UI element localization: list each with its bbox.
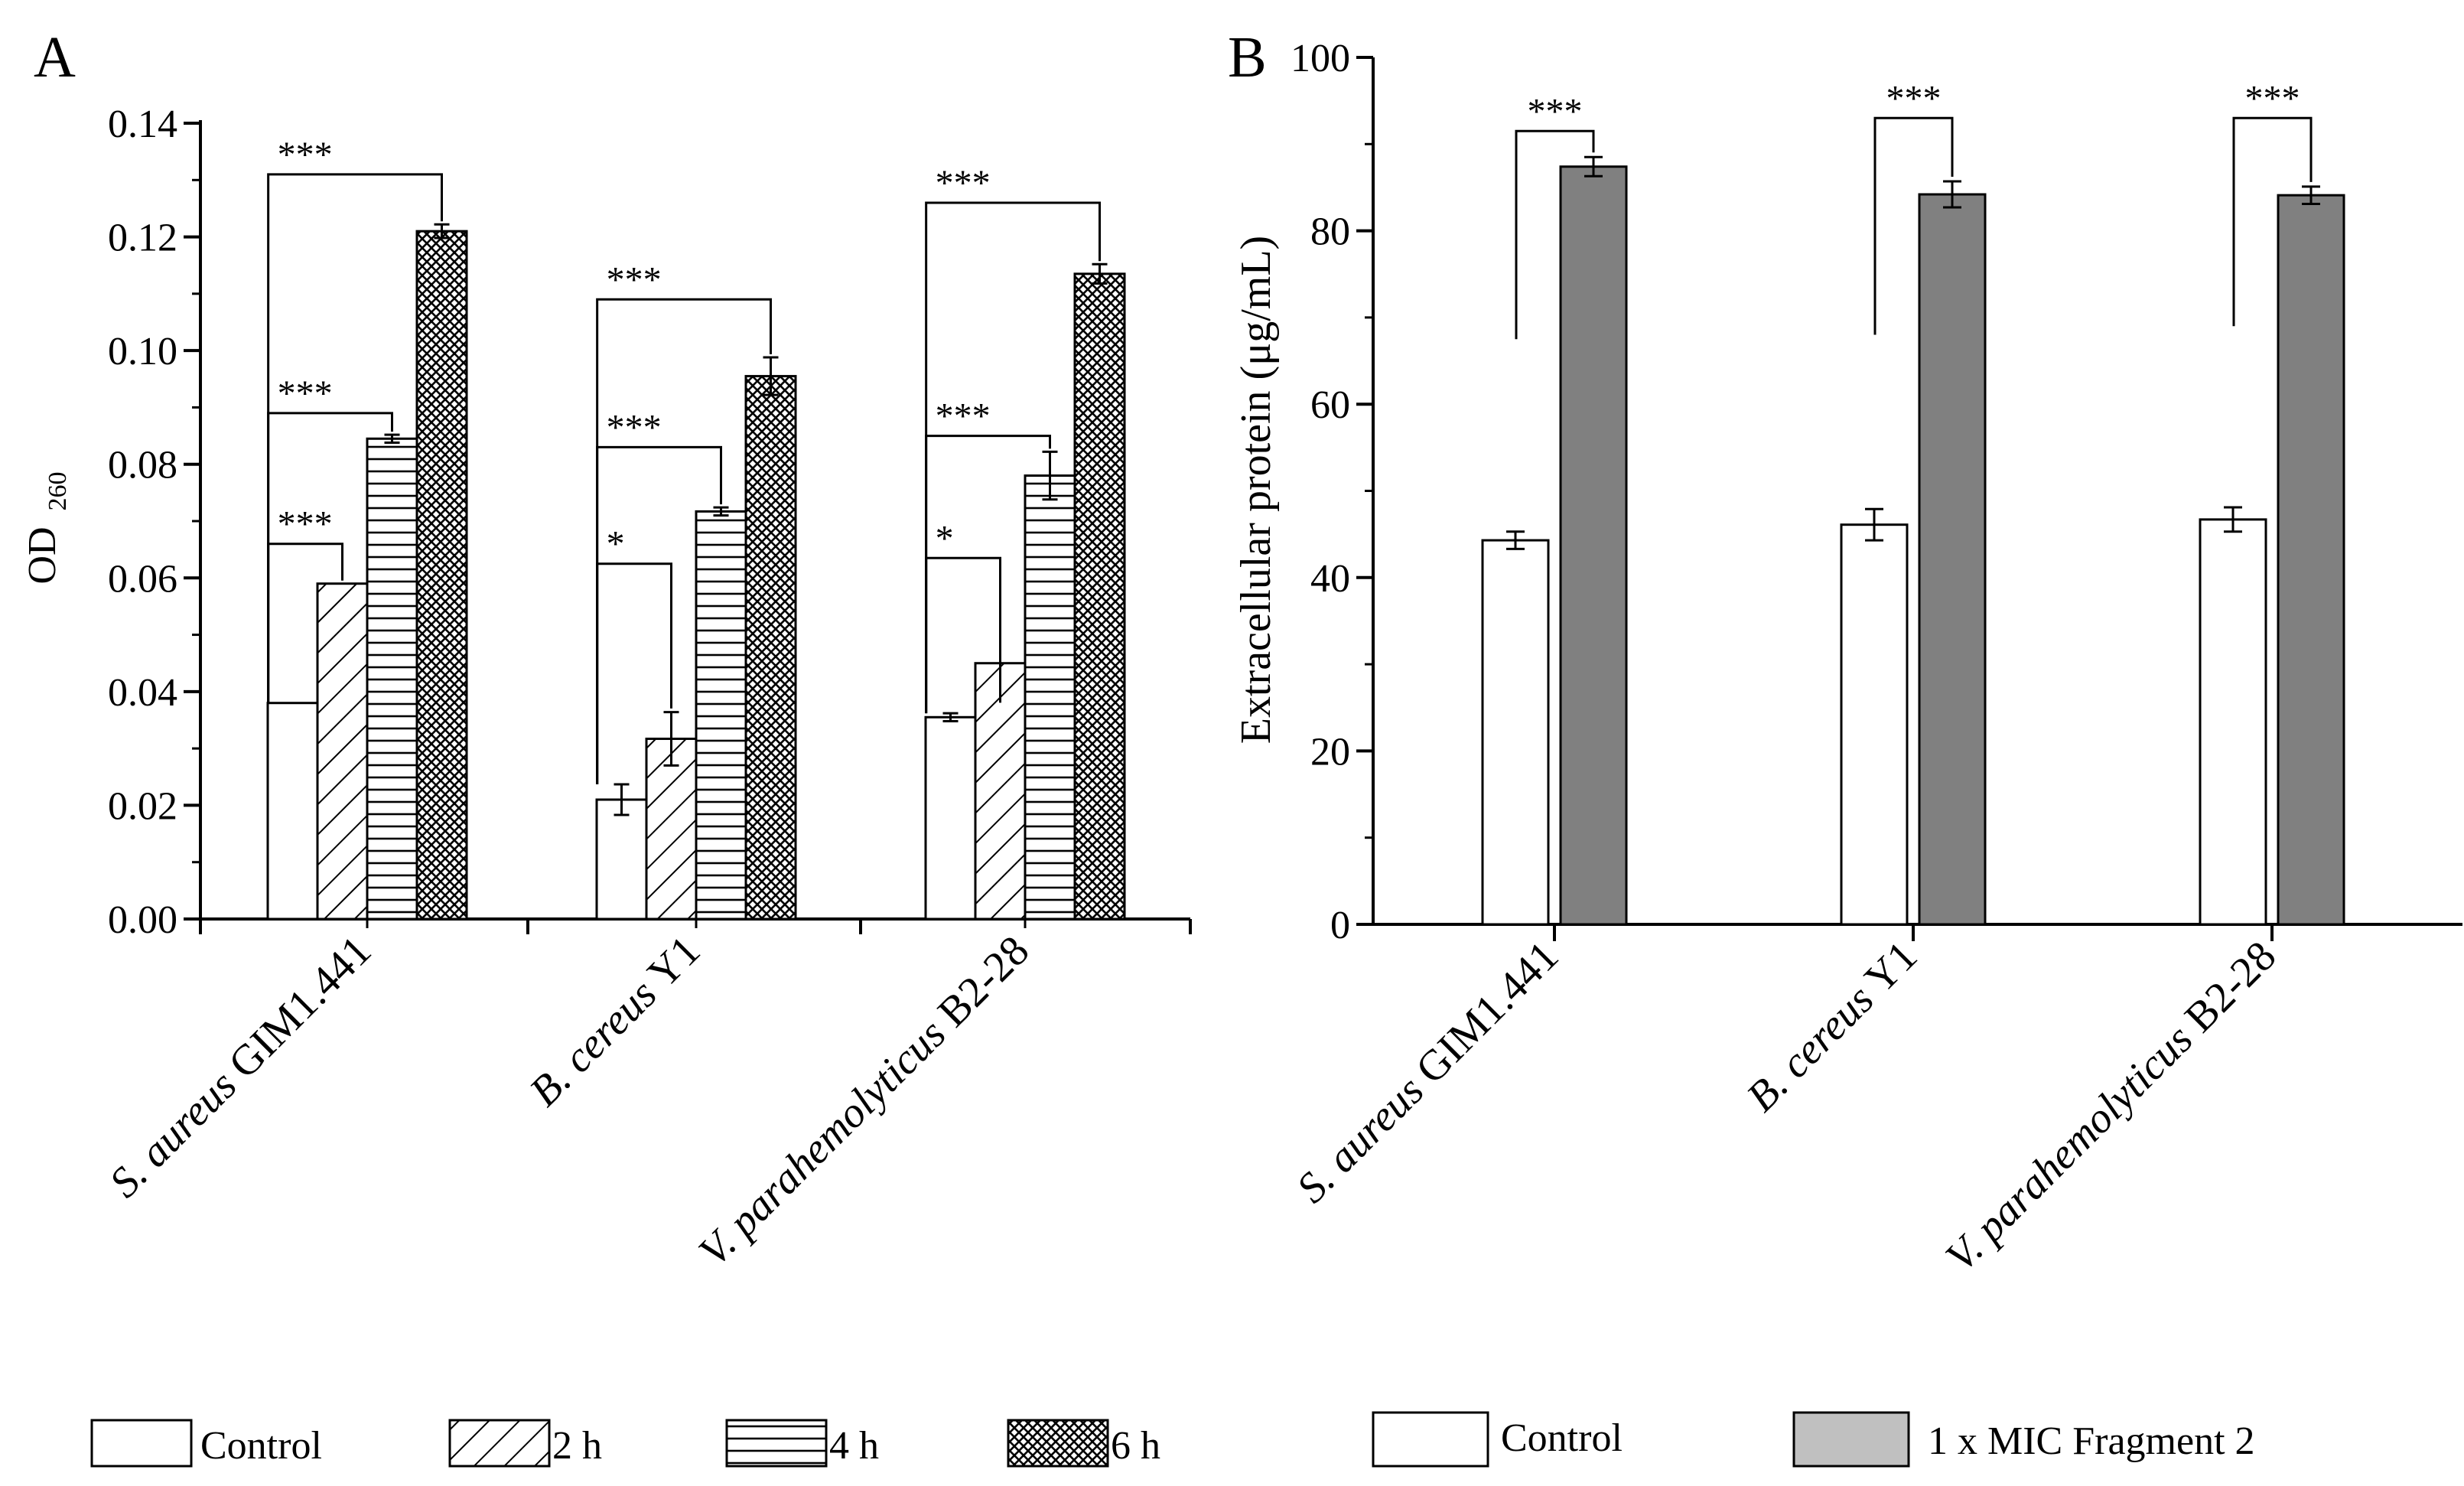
legend-a-label-6h: 6 h bbox=[1111, 1424, 1160, 1468]
panel-a-significance-bracket bbox=[596, 298, 772, 784]
panel-a-ytick-label: 0.02 bbox=[108, 784, 177, 828]
panel-a-category-label: B. cereus Y1 bbox=[521, 927, 710, 1116]
panel-b-significance-bracket bbox=[2232, 116, 2313, 327]
panel-a-significance-bracket bbox=[267, 173, 443, 703]
panel-a-category-label: S. aureus GIM1.441 bbox=[100, 927, 380, 1207]
panel-b-significance-label: *** bbox=[2245, 78, 2300, 119]
legend-b-label-mic: 1 x MIC Fragment 2 bbox=[1928, 1419, 2255, 1463]
legend-a-label-control: Control bbox=[200, 1424, 322, 1468]
panel-b-ytick-label: 20 bbox=[1310, 730, 1350, 774]
legend-b: Control 1 x MIC Fragment 2 bbox=[1372, 1411, 2255, 1468]
legend-b-item-control: Control bbox=[1372, 1411, 1623, 1468]
panel-b-category-label: V. parahemolyticus B2-28 bbox=[1937, 932, 2286, 1281]
panel-b-significance-label: *** bbox=[1528, 91, 1583, 132]
legend-a-item-4h: 4 h bbox=[725, 1419, 879, 1468]
legend-b-swatch-control bbox=[1372, 1411, 1489, 1468]
panel-a-significance-label: *** bbox=[278, 373, 333, 414]
panel-a-significance-label: *** bbox=[607, 407, 662, 448]
panel-a-bar bbox=[1024, 474, 1076, 921]
panel-b-bar bbox=[2199, 518, 2267, 926]
panel-a-ytick-label: 0.12 bbox=[108, 217, 177, 260]
panel-b-bar bbox=[1918, 193, 1987, 926]
legend-a-label-2h: 2 h bbox=[552, 1424, 602, 1468]
panel-a-significance-label: * bbox=[936, 518, 954, 559]
panel-a-significance-label: *** bbox=[936, 163, 991, 204]
panel-a-bar bbox=[924, 715, 977, 921]
panel-a-ylabel-sub: 260 bbox=[44, 471, 72, 510]
panel-a-bar bbox=[744, 375, 797, 921]
panel-b-bar bbox=[1481, 539, 1550, 926]
panel-a-category-label-italic: V. parahemolyticus bbox=[690, 1010, 955, 1276]
panel-b-letter: B bbox=[1228, 25, 1267, 90]
panel-a-letter: A bbox=[34, 25, 76, 90]
legend-a-swatch-6h bbox=[1007, 1419, 1109, 1468]
panel-b-bar bbox=[1840, 523, 1909, 926]
panel-a-ytick-label: 0.06 bbox=[108, 557, 177, 601]
legend-a-swatch-4h bbox=[725, 1419, 828, 1468]
panel-a-significance-label: *** bbox=[607, 259, 662, 300]
legend-b-swatch-mic bbox=[1792, 1411, 1910, 1468]
panel-b-bar bbox=[2277, 194, 2345, 926]
panel-b-bar bbox=[1559, 165, 1628, 926]
panel-b-ytick-label: 60 bbox=[1310, 383, 1350, 427]
panel-b-significance-bracket bbox=[1873, 116, 1954, 335]
panel-b-category-label-italic: B. cereus bbox=[1738, 976, 1883, 1121]
panel-a-category-label-rest: B2-28 bbox=[921, 927, 1038, 1044]
panel-a-significance-label: *** bbox=[278, 504, 333, 545]
panel-b-category-label-rest: B2-28 bbox=[2168, 932, 2285, 1049]
panel-a-chart: 0.000.020.040.060.080.100.120.14********… bbox=[100, 103, 1192, 1276]
panel-a-ylabel: OD 260 bbox=[21, 471, 72, 584]
legend-a-item-6h: 6 h bbox=[1007, 1419, 1160, 1468]
panel-b-ytick-label: 80 bbox=[1310, 210, 1350, 254]
panel-a-bar bbox=[366, 437, 418, 921]
panel-a-ylabel-main: OD bbox=[21, 526, 64, 584]
legend-b-label-control: Control bbox=[1501, 1416, 1623, 1460]
panel-a-bar bbox=[1073, 272, 1126, 921]
panel-b-category-label: B. cereus Y1 bbox=[1738, 932, 1927, 1121]
panel-b-ylabel: Extracellular protein (μg/mL) bbox=[1232, 236, 1280, 744]
panel-a-ytick-label: 0.10 bbox=[108, 330, 177, 373]
panel-a-category-label-italic: B. cereus bbox=[521, 970, 666, 1116]
panel-a-bar bbox=[595, 798, 648, 921]
panel-a-bar bbox=[695, 510, 747, 921]
panel-a-bar bbox=[316, 582, 369, 921]
panel-a-significance-label: *** bbox=[278, 135, 333, 175]
panel-a-ytick-label: 0.08 bbox=[108, 444, 177, 487]
panel-a-category-label-rest: GIM1.441 bbox=[212, 927, 380, 1095]
legend-a: Control 2 h 4 h 6 h bbox=[90, 1419, 1160, 1468]
panel-a-significance-label: *** bbox=[936, 396, 991, 437]
panel-b-significance-label: *** bbox=[1886, 78, 1942, 119]
legend-a-item-2h: 2 h bbox=[448, 1419, 602, 1468]
panel-b-category-label-rest: GIM1.441 bbox=[1399, 932, 1567, 1100]
panel-a-ytick-label: 0.00 bbox=[108, 898, 177, 942]
panel-b-category-label-italic: S. aureus bbox=[1287, 1067, 1433, 1212]
panel-b-ytick-label: 0 bbox=[1330, 904, 1350, 947]
legend-b-item-mic: 1 x MIC Fragment 2 bbox=[1792, 1411, 2255, 1468]
panel-a-category-label: V. parahemolyticus B2-28 bbox=[690, 927, 1039, 1276]
panel-b-category-label-italic: V. parahemolyticus bbox=[1937, 1015, 2202, 1281]
panel-b-category-label: S. aureus GIM1.441 bbox=[1287, 932, 1567, 1212]
panel-b-ytick-label: 100 bbox=[1291, 37, 1350, 80]
panel-b-significance-bracket bbox=[1515, 129, 1595, 340]
panel-a-ytick-label: 0.14 bbox=[108, 103, 177, 146]
legend-a-label-4h: 4 h bbox=[829, 1424, 879, 1468]
panel-a-ytick-label: 0.04 bbox=[108, 671, 177, 715]
legend-a-swatch-2h bbox=[448, 1419, 551, 1468]
panel-a-category-label-italic: S. aureus bbox=[100, 1061, 246, 1207]
panel-b-chart: 0 20 40 60 80 100 *** *** *** S. aureus GIM1.441 B… bbox=[1287, 37, 2462, 1281]
panel-a-significance-bracket bbox=[925, 201, 1101, 714]
panel-a-bar bbox=[266, 702, 319, 921]
legend-a-swatch-control bbox=[90, 1419, 193, 1468]
panel-a-bar bbox=[415, 230, 468, 921]
panel-a-significance-label: * bbox=[607, 524, 625, 565]
legend-a-item-control: Control bbox=[90, 1419, 322, 1468]
panel-b-ytick-label: 40 bbox=[1310, 557, 1350, 601]
